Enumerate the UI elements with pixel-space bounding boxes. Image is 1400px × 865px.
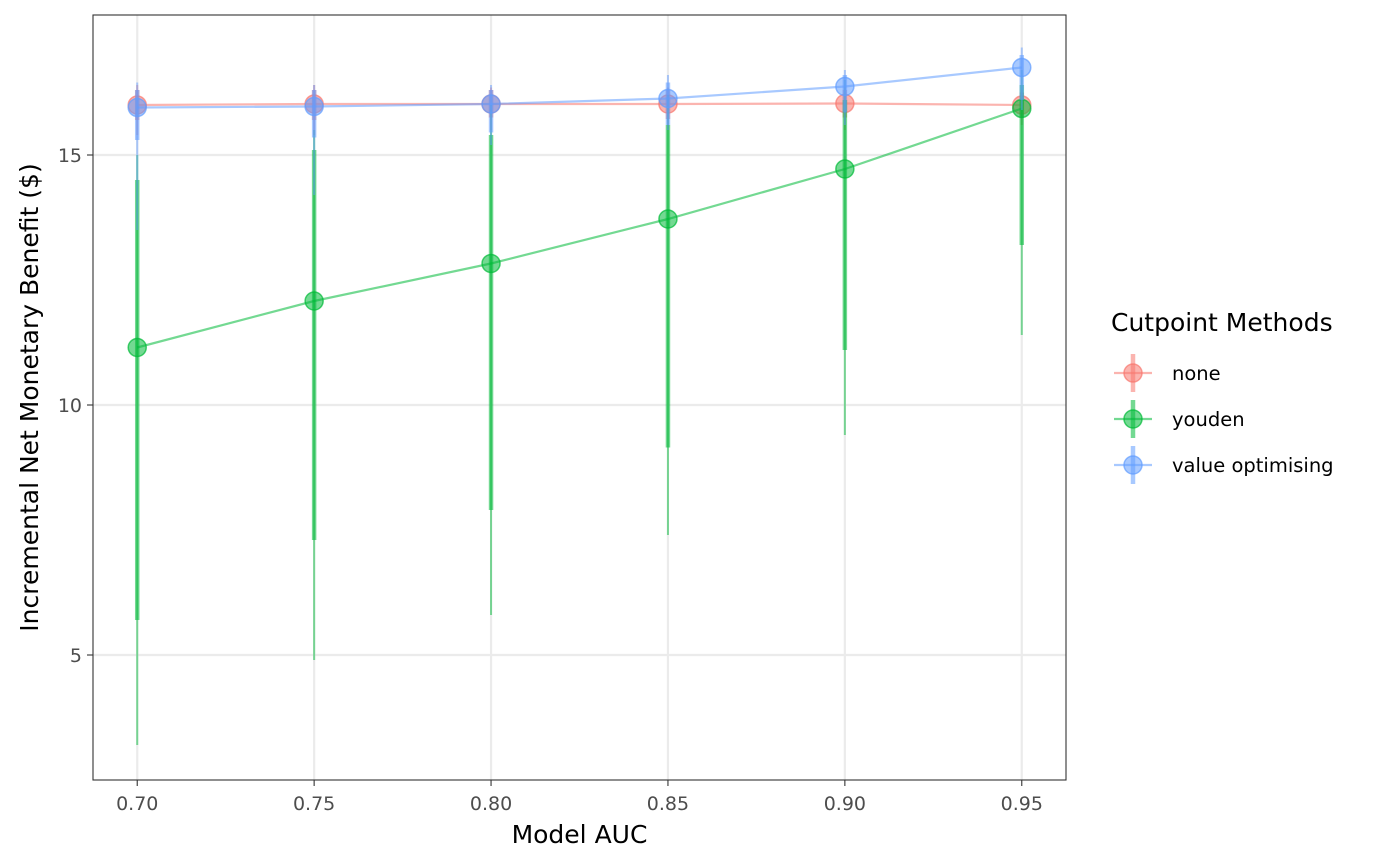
data-point bbox=[658, 88, 678, 109]
legend-key-youden: youden bbox=[1114, 400, 1245, 438]
legend-label: youden bbox=[1172, 408, 1245, 431]
series-line bbox=[136, 107, 1023, 349]
data-point bbox=[127, 97, 147, 118]
legend-keys: none youden value optimising bbox=[1114, 354, 1334, 484]
x-tick-label: 0.70 bbox=[116, 793, 158, 815]
legend: Cutpoint Methods none youden value optimis… bbox=[1111, 308, 1334, 484]
legend-point bbox=[1123, 409, 1143, 429]
series-value-optimising bbox=[127, 47, 1032, 230]
legend-title: Cutpoint Methods bbox=[1111, 308, 1333, 337]
legend-label: none bbox=[1172, 362, 1221, 385]
x-tick-label: 0.90 bbox=[824, 793, 866, 815]
series-youden bbox=[127, 70, 1032, 745]
data-point bbox=[481, 253, 501, 274]
data-point bbox=[304, 291, 324, 311]
panel-border bbox=[92, 14, 1067, 781]
legend-point bbox=[1123, 363, 1143, 383]
series-line bbox=[137, 102, 1022, 107]
legend-key-none: none bbox=[1114, 354, 1221, 392]
y-tick-label: 15 bbox=[58, 145, 82, 167]
axes: 0.70 0.75 0.80 0.85 0.90 0.95 5 10 15 bbox=[58, 145, 1043, 815]
y-tick-label: 10 bbox=[58, 395, 82, 417]
y-axis-title: Incremental Net Monetary Benefit ($) bbox=[15, 163, 44, 631]
x-axis-title: Model AUC bbox=[512, 820, 648, 849]
data-point bbox=[127, 337, 147, 358]
data-point bbox=[835, 76, 855, 97]
legend-key-value-optimising: value optimising bbox=[1114, 446, 1334, 484]
legend-label: value optimising bbox=[1172, 454, 1334, 477]
x-tick-label: 0.80 bbox=[470, 793, 512, 815]
data-point bbox=[304, 96, 324, 117]
data-point bbox=[658, 209, 678, 229]
x-tick-label: 0.85 bbox=[647, 793, 689, 815]
series-line bbox=[137, 66, 1022, 109]
y-tick-label: 5 bbox=[70, 645, 82, 667]
data-point bbox=[481, 94, 501, 114]
x-tick-label: 0.95 bbox=[1001, 793, 1043, 815]
x-tick-label: 0.75 bbox=[293, 793, 335, 815]
legend-point bbox=[1123, 455, 1143, 475]
data-point bbox=[1012, 57, 1032, 78]
data-point bbox=[835, 159, 855, 179]
plot-marks bbox=[127, 47, 1032, 745]
